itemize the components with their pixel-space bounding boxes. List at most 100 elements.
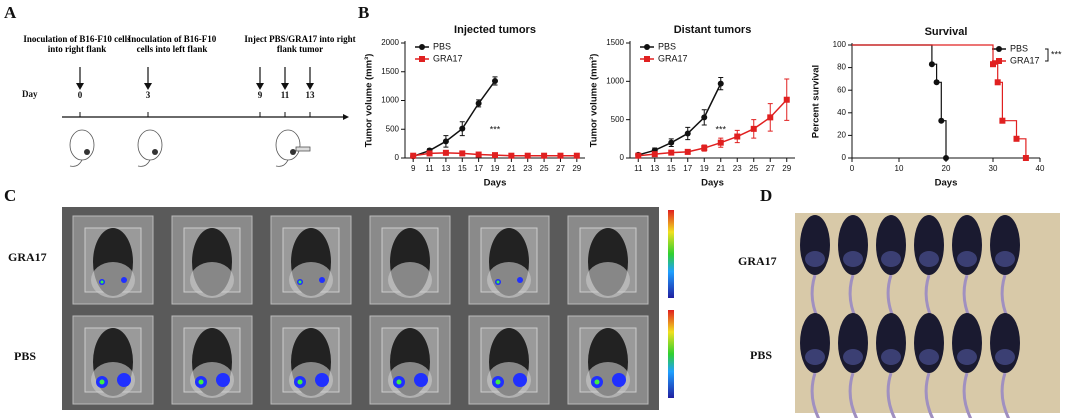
x-tick-label: 19 xyxy=(491,164,500,173)
y-tick-label: 1500 xyxy=(381,67,399,76)
signal xyxy=(99,379,105,385)
marker xyxy=(717,80,724,87)
step: Inject PBS/GRA17 into right flank tumor xyxy=(244,34,356,54)
legend-marker xyxy=(644,44,650,50)
marker xyxy=(508,152,515,159)
mouse xyxy=(881,251,901,267)
marker xyxy=(943,155,949,161)
mouse xyxy=(919,349,939,365)
row-label: GRA17 xyxy=(738,254,777,268)
marker xyxy=(492,77,498,84)
step-text: Inoculation of B16-F10 cells into right … xyxy=(23,34,130,54)
step-segment xyxy=(997,81,1003,121)
y-axis-label: Percent survival xyxy=(811,65,822,138)
x-tick-label: 21 xyxy=(716,164,725,173)
tail xyxy=(962,372,973,418)
annotation: *** xyxy=(490,124,501,134)
marker xyxy=(541,152,548,159)
mouse xyxy=(487,362,531,398)
marker xyxy=(767,114,774,121)
signal xyxy=(121,277,127,283)
mouse xyxy=(388,362,432,398)
mouse xyxy=(881,349,901,365)
x-tick-label: 17 xyxy=(683,164,692,173)
step-segment xyxy=(993,63,999,83)
signal xyxy=(117,373,131,387)
mouse xyxy=(91,262,135,298)
x-axis-label: Days xyxy=(484,178,507,189)
mouse xyxy=(586,362,630,398)
day: 9 xyxy=(258,90,263,100)
mouse xyxy=(289,262,333,298)
series-line xyxy=(638,83,722,156)
panel-label: B xyxy=(358,3,369,22)
row-label: PBS xyxy=(750,348,772,362)
legend-marker xyxy=(996,46,1002,52)
marker xyxy=(459,150,466,157)
legend-marker xyxy=(996,58,1002,64)
marker xyxy=(750,125,757,132)
marker xyxy=(734,133,741,140)
signal xyxy=(517,277,523,283)
marker xyxy=(475,151,482,158)
panel-label: A xyxy=(4,3,17,22)
y-tick-label: 1500 xyxy=(606,38,624,47)
step-segment xyxy=(1002,120,1018,139)
mouse xyxy=(805,349,825,365)
x-tick-label: 11 xyxy=(634,164,643,173)
tail xyxy=(1000,372,1011,418)
mouse xyxy=(805,251,825,267)
step-segment xyxy=(941,120,947,158)
x-tick-label: 20 xyxy=(942,164,951,173)
y-tick-label: 1000 xyxy=(606,76,624,85)
signal xyxy=(612,373,626,387)
x-tick-label: 27 xyxy=(556,164,565,173)
marker xyxy=(442,138,449,145)
annotation: *** xyxy=(1051,49,1062,59)
x-tick-label: 10 xyxy=(895,164,904,173)
marker xyxy=(684,130,691,137)
step-segment xyxy=(1016,138,1027,158)
y-tick-label: 40 xyxy=(837,108,846,117)
x-tick-label: 25 xyxy=(540,164,549,173)
tail xyxy=(924,372,935,418)
x-axis-label: Days xyxy=(701,178,724,189)
day: 13 xyxy=(306,90,316,100)
day: 3 xyxy=(146,90,151,100)
x-tick-label: 23 xyxy=(523,164,532,173)
marker xyxy=(783,96,790,103)
row-label: GRA17 xyxy=(8,250,47,264)
legend-label: PBS xyxy=(658,41,676,51)
legend-label: PBS xyxy=(1010,43,1028,53)
marker xyxy=(668,149,675,156)
x-tick-label: 9 xyxy=(411,164,416,173)
mouse xyxy=(586,262,630,298)
marker xyxy=(701,114,708,121)
signal xyxy=(297,379,303,385)
y-tick-label: 500 xyxy=(611,115,625,124)
x-tick-label: 11 xyxy=(425,164,434,173)
tail xyxy=(886,372,897,418)
marker xyxy=(668,139,675,146)
marker xyxy=(573,152,580,159)
y-tick-label: 60 xyxy=(837,85,846,94)
mouse xyxy=(957,251,977,267)
mouse xyxy=(91,362,135,398)
step-segment xyxy=(931,63,938,83)
signal xyxy=(198,379,204,385)
x-tick-label: 40 xyxy=(1036,164,1045,173)
signal xyxy=(513,373,527,387)
x-tick-label: 27 xyxy=(766,164,775,173)
mouse xyxy=(289,362,333,398)
mouse xyxy=(995,349,1015,365)
annotation: *** xyxy=(715,124,726,134)
y-axis-label: Tumor volume (mm³) xyxy=(589,54,600,148)
legend-marker xyxy=(644,56,650,62)
panel-label: D xyxy=(760,186,772,205)
marker xyxy=(475,100,482,107)
y-tick-label: 80 xyxy=(837,63,846,72)
mouse xyxy=(190,262,234,298)
mouse xyxy=(843,349,863,365)
y-tick-label: 0 xyxy=(842,153,847,162)
